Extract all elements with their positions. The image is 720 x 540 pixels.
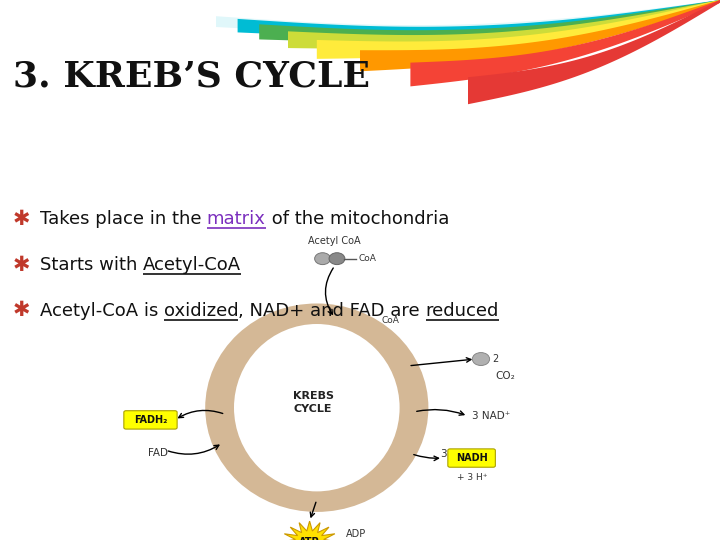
FancyBboxPatch shape <box>124 411 177 429</box>
Text: 2: 2 <box>492 354 499 364</box>
Text: Starts with: Starts with <box>40 255 143 274</box>
Text: 3: 3 <box>440 449 446 459</box>
Text: ✱: ✱ <box>13 300 30 321</box>
Text: CoA: CoA <box>359 254 377 263</box>
Polygon shape <box>259 0 720 42</box>
Text: oxidized: oxidized <box>163 301 238 320</box>
Ellipse shape <box>205 303 428 512</box>
Text: + 3 H⁺: + 3 H⁺ <box>457 472 487 482</box>
Text: reduced: reduced <box>426 301 499 320</box>
Ellipse shape <box>234 324 400 491</box>
Polygon shape <box>238 0 720 37</box>
Text: 3 NAD⁺: 3 NAD⁺ <box>472 411 510 421</box>
Text: CoA: CoA <box>382 316 400 326</box>
Circle shape <box>329 253 345 265</box>
Polygon shape <box>360 0 720 71</box>
FancyBboxPatch shape <box>448 449 495 467</box>
Polygon shape <box>468 0 720 104</box>
Text: NADH: NADH <box>456 453 487 463</box>
Text: Acetyl-CoA is: Acetyl-CoA is <box>40 301 163 320</box>
Text: FADH₂: FADH₂ <box>134 415 167 425</box>
Circle shape <box>315 253 330 265</box>
Text: ADP: ADP <box>346 529 366 538</box>
Polygon shape <box>410 0 720 86</box>
Circle shape <box>472 353 490 366</box>
Text: KREBS
CYCLE: KREBS CYCLE <box>293 391 333 414</box>
Text: ✱: ✱ <box>13 254 30 275</box>
Text: matrix: matrix <box>207 210 266 228</box>
Polygon shape <box>288 0 720 49</box>
Text: FAD: FAD <box>148 448 168 458</box>
Polygon shape <box>216 0 720 33</box>
Text: of the mitochondria: of the mitochondria <box>266 210 449 228</box>
Text: ✱: ✱ <box>13 208 30 229</box>
Text: , NAD+ and FAD are: , NAD+ and FAD are <box>238 301 426 320</box>
Polygon shape <box>317 0 720 59</box>
Polygon shape <box>282 521 337 540</box>
Text: ATP: ATP <box>300 537 320 540</box>
Text: CO₂: CO₂ <box>495 372 515 381</box>
Text: Acetyl-CoA: Acetyl-CoA <box>143 255 241 274</box>
Text: 3. KREB’S CYCLE: 3. KREB’S CYCLE <box>13 59 370 93</box>
Text: Takes place in the: Takes place in the <box>40 210 207 228</box>
Text: Acetyl CoA: Acetyl CoA <box>308 235 361 246</box>
